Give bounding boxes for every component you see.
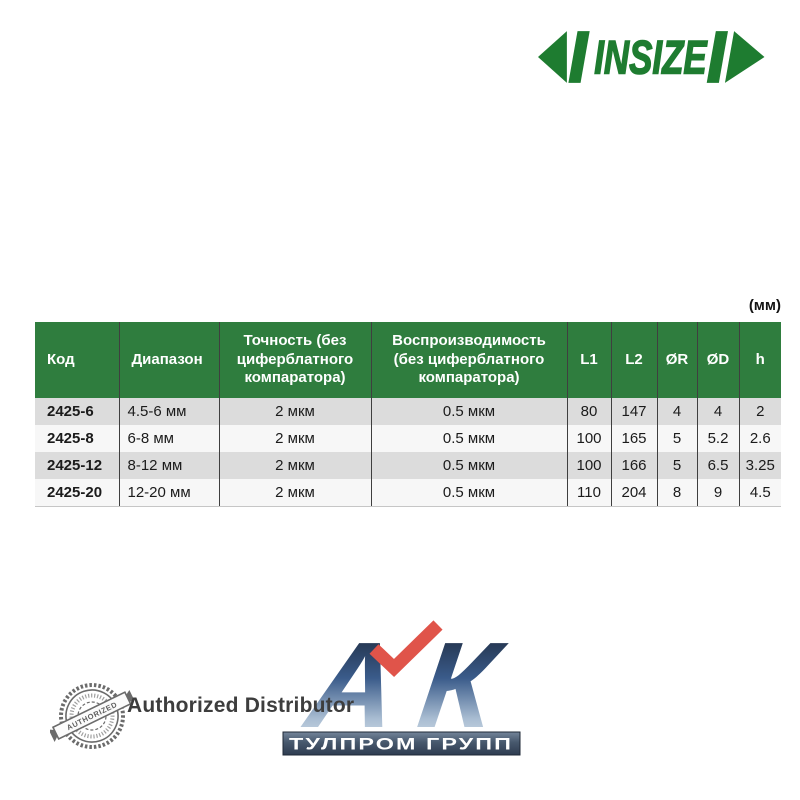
cell-accuracy: 2 мкм xyxy=(219,425,372,452)
table-row: 2425-20 12-20 мм 2 мкм 0.5 мкм 110 204 8… xyxy=(35,479,781,507)
amk-banner-text: ТУЛПРОМ ГРУПП xyxy=(289,735,513,754)
spec-table: Код Диапазон Точность (без циферблатного… xyxy=(35,322,781,507)
cell-l1: 100 xyxy=(567,425,612,452)
amk-letter-a: А xyxy=(296,620,406,753)
cell-code: 2425-6 xyxy=(35,398,120,425)
amk-banner xyxy=(282,731,521,756)
col-header-h: h xyxy=(739,322,781,398)
cell-code: 2425-8 xyxy=(35,425,120,452)
cell-repeatability: 0.5 мкм xyxy=(371,398,568,425)
units-label: (мм) xyxy=(748,297,781,314)
cell-od: 5.2 xyxy=(697,425,740,452)
cell-repeatability: 0.5 мкм xyxy=(371,479,568,507)
cell-l1: 100 xyxy=(567,452,612,479)
cell-l2: 204 xyxy=(611,479,658,507)
table-row: 2425-12 8-12 мм 2 мкм 0.5 мкм 100 166 5 … xyxy=(35,452,781,479)
cell-repeatability: 0.5 мкм xyxy=(371,452,568,479)
col-header-range: Диапазон xyxy=(119,322,220,398)
cell-l2: 165 xyxy=(611,425,658,452)
cell-od: 6.5 xyxy=(697,452,740,479)
cell-h: 2.6 xyxy=(749,430,771,447)
cell-code: 2425-12 xyxy=(35,452,120,479)
logo-left-bar xyxy=(568,31,590,83)
col-header-repeatability: Воспроизводимость (без циферблатного ком… xyxy=(371,322,568,398)
cell-range: 12-20 мм xyxy=(119,479,220,507)
cell-or: 5 xyxy=(657,452,698,479)
cell-code: 2425-20 xyxy=(35,479,120,507)
col-header-l1: L1 xyxy=(567,322,612,398)
amk-distributor-logo: А К ТУЛПРОМ ГРУПП xyxy=(282,620,521,756)
insize-logo: INSIZE xyxy=(538,30,765,84)
cell-or: 4 xyxy=(657,398,698,425)
cell-range: 8-12 мм xyxy=(119,452,220,479)
cell-range: 4.5-6 мм xyxy=(119,398,220,425)
cell-l1: 110 xyxy=(567,479,612,507)
cell-l1: 80 xyxy=(567,398,612,425)
logo-right-bar xyxy=(706,31,728,83)
table-row: 2425-8 6-8 мм 2 мкм 0.5 мкм 100 165 5 5.… xyxy=(35,425,781,452)
col-header-od: ØD xyxy=(697,322,740,398)
col-header-code: Код xyxy=(35,322,120,398)
authorized-stamp-icon: AUTHORIZED xyxy=(50,683,134,749)
cell-accuracy: 2 мкм xyxy=(219,479,372,507)
col-header-or: ØR xyxy=(657,322,698,398)
amk-checkmark-icon xyxy=(369,620,443,678)
cell-h: 4.5 xyxy=(739,479,781,507)
cell-accuracy: 2 мкм xyxy=(219,398,372,425)
logo-right-arrow-icon xyxy=(724,31,765,83)
col-header-l2: L2 xyxy=(611,322,658,398)
col-header-accuracy: Точность (без циферблатного компаратора) xyxy=(219,322,372,398)
cell-repeatability: 0.5 мкм xyxy=(371,425,568,452)
cell-or: 8 xyxy=(657,479,698,507)
authorized-distributor-text: Authorized Distributor xyxy=(127,694,355,717)
cell-od: 9 xyxy=(697,479,740,507)
cell-h: 2 xyxy=(756,403,765,420)
header-row: Код Диапазон Точность (без циферблатного… xyxy=(35,322,781,398)
table-row: 2425-6 4.5-6 мм 2 мкм 0.5 мкм 80 147 4 4… xyxy=(35,398,781,425)
brand-name: INSIZE xyxy=(594,31,708,84)
cell-l2: 166 xyxy=(611,452,658,479)
cell-l2: 147 xyxy=(611,398,658,425)
cell-accuracy: 2 мкм xyxy=(219,452,372,479)
cell-range: 6-8 мм xyxy=(119,425,220,452)
cell-od: 4 xyxy=(697,398,740,425)
cell-or: 5 xyxy=(657,425,698,452)
cell-h: 3.25 xyxy=(745,457,775,474)
logo-left-arrow-icon xyxy=(538,31,567,83)
